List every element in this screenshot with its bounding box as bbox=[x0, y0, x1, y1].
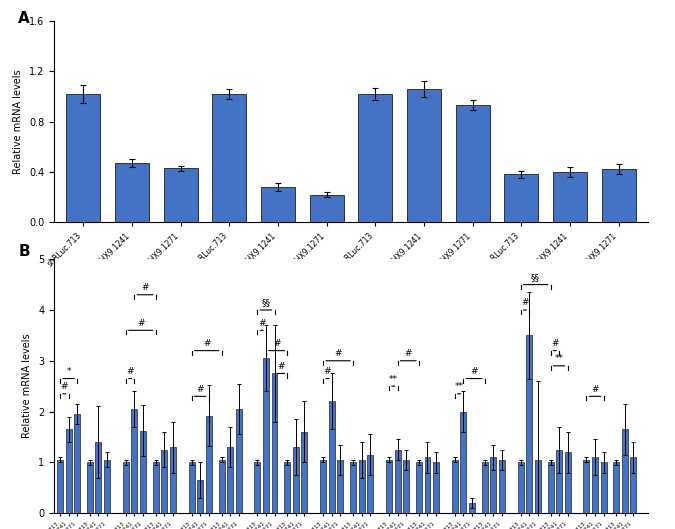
Text: §§: §§ bbox=[531, 273, 540, 282]
Bar bbox=[386, 460, 392, 513]
Text: #: # bbox=[521, 298, 529, 307]
Text: #: # bbox=[137, 319, 144, 328]
Y-axis label: Relative mRNA levels: Relative mRNA levels bbox=[22, 334, 32, 439]
Bar bbox=[358, 460, 364, 513]
Bar bbox=[236, 409, 242, 513]
Bar bbox=[65, 430, 72, 513]
Bar bbox=[320, 460, 326, 513]
Text: #: # bbox=[591, 385, 599, 394]
Bar bbox=[212, 94, 246, 222]
Bar bbox=[310, 195, 344, 222]
Bar bbox=[104, 460, 110, 513]
Text: $p53^{-/-}$: $p53^{-/-}$ bbox=[263, 339, 293, 353]
Bar bbox=[460, 412, 466, 513]
Bar bbox=[66, 94, 101, 222]
Bar bbox=[170, 447, 176, 513]
Text: #: # bbox=[126, 367, 134, 376]
Bar bbox=[504, 175, 539, 222]
Bar bbox=[403, 460, 409, 513]
Bar bbox=[197, 480, 203, 513]
Bar bbox=[482, 462, 488, 513]
Bar bbox=[95, 442, 101, 513]
Y-axis label: Relative mRNA levels: Relative mRNA levels bbox=[14, 69, 24, 174]
Bar bbox=[302, 432, 307, 513]
Text: #: # bbox=[258, 319, 265, 328]
Text: #: # bbox=[273, 339, 280, 348]
Bar bbox=[132, 409, 137, 513]
Text: **: ** bbox=[555, 354, 564, 363]
Text: #: # bbox=[277, 362, 285, 371]
Bar bbox=[526, 335, 532, 513]
Text: #: # bbox=[202, 339, 211, 348]
Text: #: # bbox=[324, 367, 331, 376]
Bar bbox=[123, 462, 129, 513]
Bar bbox=[547, 462, 554, 513]
Text: *: * bbox=[66, 367, 71, 376]
Bar bbox=[261, 187, 295, 222]
Bar bbox=[227, 447, 233, 513]
Bar bbox=[490, 457, 496, 513]
Text: #: # bbox=[404, 349, 412, 358]
Bar bbox=[565, 452, 570, 513]
Bar bbox=[518, 462, 524, 513]
Bar bbox=[535, 460, 541, 513]
Bar bbox=[161, 450, 167, 513]
Bar bbox=[452, 460, 458, 513]
Bar bbox=[140, 431, 146, 513]
Bar bbox=[469, 503, 475, 513]
Text: #: # bbox=[551, 339, 559, 348]
Text: **: ** bbox=[389, 375, 398, 384]
Text: B: B bbox=[18, 244, 30, 259]
Text: #: # bbox=[196, 385, 204, 394]
Bar bbox=[153, 462, 159, 513]
Text: $TSC2^{+/-}$: $TSC2^{+/-}$ bbox=[406, 339, 442, 351]
Bar bbox=[425, 457, 431, 513]
Bar bbox=[163, 168, 198, 222]
Bar bbox=[630, 457, 637, 513]
Bar bbox=[395, 450, 400, 513]
Bar bbox=[263, 358, 269, 513]
Bar bbox=[350, 462, 356, 513]
Bar bbox=[206, 416, 212, 513]
Bar bbox=[219, 460, 225, 513]
Bar bbox=[57, 460, 63, 513]
Bar bbox=[433, 462, 439, 513]
Bar bbox=[499, 460, 505, 513]
Text: #: # bbox=[61, 382, 68, 391]
Bar bbox=[338, 460, 344, 513]
Text: A: A bbox=[18, 11, 30, 26]
Bar bbox=[115, 163, 149, 222]
Text: $TSC2^{+/-}$: $TSC2^{+/-}$ bbox=[114, 339, 150, 351]
Bar bbox=[87, 462, 93, 513]
Bar bbox=[416, 462, 422, 513]
Bar bbox=[622, 430, 628, 513]
Text: p53: p53 bbox=[489, 371, 506, 380]
Bar bbox=[614, 462, 620, 513]
Bar bbox=[456, 105, 490, 222]
Text: #: # bbox=[470, 367, 478, 376]
Bar bbox=[284, 462, 290, 513]
Bar bbox=[553, 172, 587, 222]
Bar bbox=[293, 447, 299, 513]
Bar bbox=[329, 402, 335, 513]
Text: #: # bbox=[141, 283, 148, 292]
Bar bbox=[188, 462, 194, 513]
Bar bbox=[367, 455, 373, 513]
Bar bbox=[583, 460, 589, 513]
Bar bbox=[601, 169, 636, 222]
Bar bbox=[601, 462, 607, 513]
Bar bbox=[74, 414, 80, 513]
Bar bbox=[358, 94, 392, 222]
Bar bbox=[271, 373, 277, 513]
Text: DHX9: DHX9 bbox=[192, 371, 217, 380]
Bar bbox=[407, 89, 441, 222]
Text: $p53^{-}$: $p53^{-}$ bbox=[559, 339, 581, 352]
Bar bbox=[556, 450, 562, 513]
Text: §§: §§ bbox=[261, 298, 271, 307]
Text: **: ** bbox=[455, 382, 464, 391]
Text: #: # bbox=[334, 349, 342, 358]
Bar bbox=[254, 462, 261, 513]
Bar bbox=[592, 457, 598, 513]
